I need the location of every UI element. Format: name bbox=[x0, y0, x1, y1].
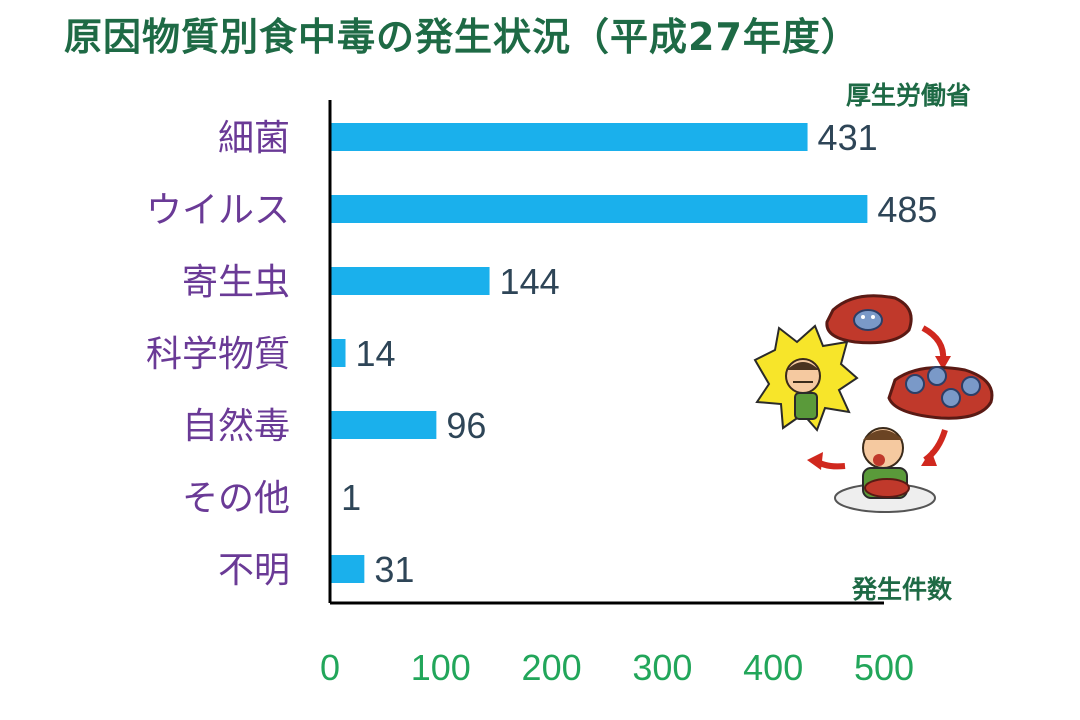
x-tick-label-0: 0 bbox=[320, 647, 340, 688]
category-label-1: ウイルス bbox=[146, 190, 290, 231]
category-label-0: 細菌 bbox=[218, 118, 290, 159]
x-tick-label-5: 500 bbox=[854, 647, 914, 688]
chart-title: 原因物質別食中毒の発生状況（平成27年度） bbox=[64, 15, 860, 59]
food-poisoning-cycle-illustration bbox=[753, 294, 994, 513]
value-label-6: 31 bbox=[374, 549, 414, 590]
person-eating-icon bbox=[834, 427, 936, 513]
x-tick-label-1: 100 bbox=[411, 647, 471, 688]
value-label-4: 96 bbox=[446, 405, 486, 446]
x-tick-label-3: 300 bbox=[632, 647, 692, 688]
bar-6 bbox=[330, 555, 365, 583]
x-tick-label-2: 200 bbox=[522, 647, 582, 688]
sick-person-icon bbox=[753, 324, 859, 432]
bar-0 bbox=[330, 123, 808, 151]
category-label-4: 自然毒 bbox=[182, 406, 290, 447]
value-label-1: 485 bbox=[877, 189, 937, 230]
value-label-3: 14 bbox=[356, 333, 396, 374]
category-label-5: その他 bbox=[182, 478, 290, 519]
x-axis-label: 発生件数 bbox=[852, 575, 953, 604]
bar-3 bbox=[330, 339, 346, 367]
x-tick-label-4: 400 bbox=[743, 647, 803, 688]
value-label-0: 431 bbox=[818, 117, 878, 158]
raw-meat-with-germs-icon bbox=[825, 294, 913, 345]
raw-meat-with-germs-icon-2 bbox=[887, 366, 994, 420]
value-label-5: 1 bbox=[341, 477, 361, 518]
bar-1 bbox=[330, 195, 868, 223]
category-label-6: 不明 bbox=[218, 550, 290, 591]
source-label: 厚生労働省 bbox=[846, 81, 972, 110]
bar-2 bbox=[330, 267, 490, 295]
category-label-2: 寄生虫 bbox=[182, 262, 290, 303]
bar-4 bbox=[330, 411, 437, 439]
value-label-2: 144 bbox=[500, 261, 560, 302]
category-label-3: 科学物質 bbox=[146, 334, 290, 375]
